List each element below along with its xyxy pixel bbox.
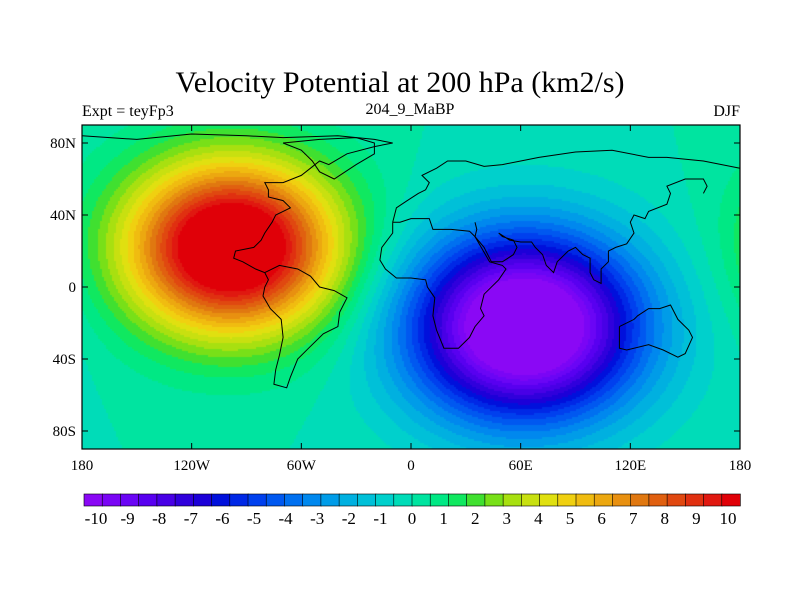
colorbar-swatch-1	[101, 493, 122, 507]
colorbar-label-13: 3	[503, 509, 512, 528]
colorbar-label-8: -2	[342, 509, 356, 528]
y-tick-label-0: 80N	[50, 136, 76, 152]
colorbar-label-2: -8	[152, 509, 166, 528]
colorbar-swatch-28	[593, 493, 614, 507]
x-tick-label-5: 120E	[614, 458, 646, 474]
colorbar-swatch-30	[630, 493, 650, 507]
colorbar-swatch-23	[502, 493, 523, 507]
colorbar-swatch-7	[211, 493, 231, 507]
colorbar-label-9: -1	[373, 509, 387, 528]
colorbar-swatch-12	[302, 493, 322, 507]
colorbar-swatch-27	[575, 493, 595, 507]
colorbar-swatch-33	[685, 493, 705, 507]
colorbar-swatch-29	[612, 493, 632, 507]
coast-segment-2	[392, 149, 741, 223]
colorbar-swatch-11	[284, 493, 304, 507]
colorbar-swatch-10	[265, 493, 286, 507]
colorbar-swatch-35	[721, 493, 741, 507]
coast-segment-4	[618, 304, 694, 358]
x-tick-label-0: 180	[71, 458, 94, 474]
colorbar-swatch-4	[156, 493, 176, 507]
colorbar-label-19: 9	[692, 509, 701, 528]
colorbar-swatch-20	[448, 493, 468, 507]
colorbar-swatch-34	[703, 493, 723, 507]
colorbar-swatch-18	[411, 493, 431, 507]
colorbar-swatch-5	[174, 493, 195, 507]
colorbar-swatch-31	[648, 493, 668, 507]
experiment-label: Expt = teyFp3	[82, 103, 174, 120]
y-tick-label-1: 40N	[50, 208, 76, 224]
y-tick-label-4: 80S	[53, 424, 76, 440]
colorbar-label-11: 1	[439, 509, 448, 528]
colorbar-label-14: 4	[534, 509, 543, 528]
colorbar-swatch-17	[393, 493, 413, 507]
colorbar-swatch-3	[138, 493, 158, 507]
chart-title: Velocity Potential at 200 hPa (km2/s)	[175, 66, 624, 99]
colorbar-swatch-8	[229, 493, 249, 507]
x-tick-label-2: 60W	[287, 458, 317, 474]
colorbar-swatch-19	[429, 493, 450, 507]
y-tick-label-2: 0	[69, 280, 77, 296]
coastline	[81, 133, 741, 389]
colorbar-swatch-22	[484, 493, 504, 507]
colorbar-swatch-2	[120, 493, 140, 507]
colorbar-label-18: 8	[661, 509, 670, 528]
colorbar-label-15: 5	[566, 509, 575, 528]
colorbar: -10 -9 -8 -7 -6 -5 -4 -3 -2 -1 0 1 2 3 4 5 6 7 8 9 10	[83, 493, 741, 528]
coast-segment-3	[474, 178, 708, 285]
colorbar-swatch-0	[83, 493, 103, 507]
coast-segment-0	[81, 133, 393, 389]
colorbar-swatch-21	[466, 493, 486, 507]
colorbar-swatch-16	[375, 493, 395, 507]
colorbar-label-7: -3	[310, 509, 324, 528]
x-tick-label-1: 120W	[173, 458, 211, 474]
season-label: DJF	[713, 103, 740, 120]
colorbar-label-5: -5	[247, 509, 261, 528]
colorbar-swatch-15	[357, 493, 377, 507]
coast-segment-1	[379, 218, 507, 349]
colorbar-swatch-14	[338, 493, 359, 507]
colorbar-label-4: -6	[215, 509, 229, 528]
colorbar-swatch-6	[193, 493, 213, 507]
colorbar-label-10: 0	[408, 509, 417, 528]
colorbar-label-12: 2	[471, 509, 480, 528]
colorbar-swatch-32	[666, 493, 687, 507]
axes: 180 120W 60W 0 60E 120E 180 80N 40N 0 40S 80S	[50, 125, 751, 474]
colorbar-label-1: -9	[121, 509, 135, 528]
colorbar-swatch-9	[247, 493, 267, 507]
colorbar-label-6: -4	[279, 509, 294, 528]
colorbar-swatch-13	[320, 493, 340, 507]
run-label: 204_9_MaBP	[366, 101, 455, 118]
y-tick-label-3: 40S	[53, 352, 76, 368]
colorbar-label-17: 7	[629, 509, 638, 528]
colorbar-swatch-25	[539, 493, 559, 507]
colorbar-swatch-26	[557, 493, 577, 507]
colorbar-label-3: -7	[184, 509, 199, 528]
colorbar-label-20: 10	[720, 509, 737, 528]
colorbar-swatch-24	[521, 493, 541, 507]
x-tick-label-3: 0	[407, 458, 415, 474]
x-tick-label-6: 180	[729, 458, 752, 474]
x-tick-label-4: 60E	[509, 458, 533, 474]
coast-segment-5	[282, 137, 375, 180]
colorbar-label-16: 6	[597, 509, 606, 528]
contour-fill	[82, 125, 740, 449]
contour-map	[82, 125, 740, 449]
colorbar-label-0: -10	[85, 509, 108, 528]
